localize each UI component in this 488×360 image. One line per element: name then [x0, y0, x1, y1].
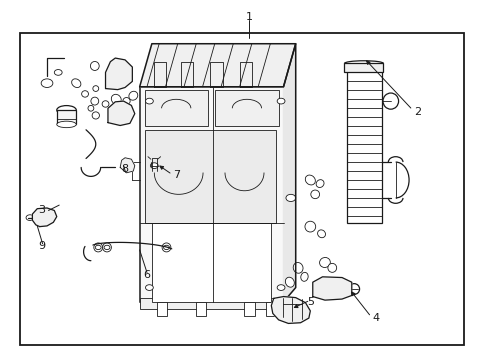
Text: 5: 5: [306, 297, 313, 307]
Polygon shape: [105, 58, 132, 90]
Circle shape: [150, 163, 158, 168]
Circle shape: [123, 162, 130, 167]
Bar: [266, 302, 277, 316]
Circle shape: [107, 69, 117, 76]
Ellipse shape: [91, 97, 99, 105]
Bar: [152, 223, 271, 302]
Bar: [195, 302, 206, 316]
Circle shape: [104, 245, 110, 249]
Ellipse shape: [348, 284, 359, 294]
Ellipse shape: [162, 243, 170, 252]
Circle shape: [163, 245, 169, 249]
Bar: [20, 33, 463, 345]
Ellipse shape: [57, 105, 76, 114]
Ellipse shape: [315, 180, 324, 188]
Bar: [346, 65, 381, 223]
Circle shape: [122, 113, 130, 118]
Circle shape: [145, 98, 153, 104]
Text: 3: 3: [39, 206, 45, 216]
Ellipse shape: [102, 101, 109, 107]
Circle shape: [38, 213, 49, 222]
Circle shape: [54, 69, 62, 75]
Ellipse shape: [293, 262, 303, 273]
Polygon shape: [312, 277, 351, 300]
Ellipse shape: [305, 175, 315, 185]
Circle shape: [41, 79, 53, 87]
Bar: [244, 302, 255, 316]
Ellipse shape: [94, 243, 102, 252]
Ellipse shape: [319, 257, 330, 267]
Ellipse shape: [382, 93, 398, 109]
Ellipse shape: [317, 230, 325, 238]
Circle shape: [121, 75, 129, 81]
Circle shape: [95, 245, 101, 249]
Circle shape: [285, 194, 295, 202]
Circle shape: [277, 285, 285, 291]
Circle shape: [145, 285, 153, 291]
Text: 6: 6: [143, 270, 150, 280]
Ellipse shape: [327, 264, 336, 273]
Ellipse shape: [57, 121, 76, 128]
Polygon shape: [283, 44, 295, 302]
Ellipse shape: [305, 221, 315, 232]
Circle shape: [46, 212, 56, 220]
Ellipse shape: [88, 105, 94, 111]
Ellipse shape: [102, 243, 111, 252]
Polygon shape: [271, 297, 310, 323]
Ellipse shape: [310, 190, 319, 199]
Ellipse shape: [300, 273, 307, 281]
Ellipse shape: [122, 98, 130, 105]
Ellipse shape: [111, 94, 121, 104]
Bar: [140, 298, 283, 309]
Text: 7: 7: [172, 170, 180, 180]
Circle shape: [26, 215, 34, 221]
Bar: [144, 90, 207, 126]
Ellipse shape: [285, 277, 294, 287]
Bar: [344, 63, 383, 72]
Ellipse shape: [93, 86, 99, 91]
Bar: [144, 130, 276, 223]
Ellipse shape: [129, 91, 138, 100]
Bar: [57, 110, 76, 125]
Bar: [157, 302, 167, 316]
Bar: [140, 87, 283, 302]
Circle shape: [277, 98, 285, 104]
Ellipse shape: [72, 79, 81, 87]
Text: 8: 8: [121, 164, 128, 174]
Text: 4: 4: [372, 313, 379, 323]
Polygon shape: [140, 44, 295, 87]
Polygon shape: [32, 208, 57, 226]
Bar: [215, 90, 278, 126]
Polygon shape: [120, 158, 135, 173]
Polygon shape: [108, 101, 135, 126]
Ellipse shape: [81, 91, 88, 97]
Text: 1: 1: [245, 12, 252, 22]
Text: 2: 2: [413, 107, 420, 117]
Text: 9: 9: [39, 241, 45, 251]
Ellipse shape: [92, 112, 99, 119]
Ellipse shape: [90, 62, 99, 71]
Circle shape: [112, 110, 122, 117]
